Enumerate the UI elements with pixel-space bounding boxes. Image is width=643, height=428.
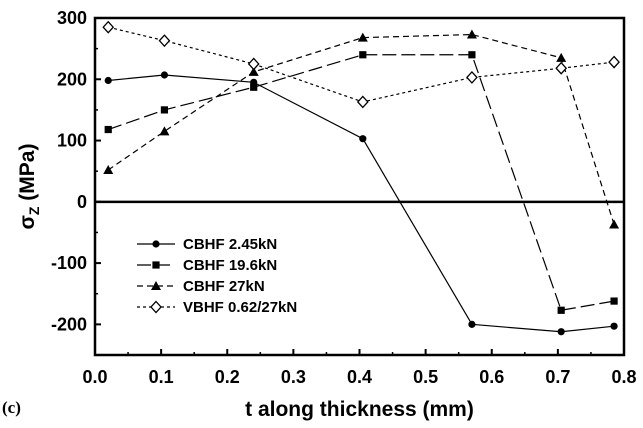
data-point bbox=[608, 55, 620, 69]
data-point bbox=[557, 328, 565, 336]
y-axis-ticks: 300 200 100 0 -100 -200 bbox=[51, 8, 101, 356]
data-point bbox=[250, 83, 258, 91]
series-1 bbox=[104, 71, 618, 336]
series-line bbox=[107, 33, 615, 225]
y-axis-title-subscript: Z bbox=[26, 206, 42, 215]
data-point bbox=[610, 297, 618, 305]
y-axis-title-unit: (MPa) bbox=[16, 144, 39, 207]
x-tick-label: 0.3 bbox=[281, 367, 306, 387]
data-point bbox=[247, 57, 260, 71]
series-3 bbox=[103, 29, 620, 229]
data-point bbox=[159, 126, 170, 136]
y-tick-label: 0 bbox=[77, 192, 87, 212]
x-tick-label: 0.7 bbox=[545, 367, 570, 387]
data-point bbox=[609, 219, 620, 229]
data-point bbox=[359, 135, 367, 143]
legend-marker bbox=[152, 240, 160, 248]
series-2 bbox=[104, 51, 618, 314]
x-tick-label: 0.6 bbox=[479, 367, 504, 387]
legend-marker bbox=[151, 281, 161, 290]
data-point bbox=[555, 61, 568, 75]
data-point bbox=[160, 71, 169, 79]
x-tick-label: 0.5 bbox=[413, 367, 438, 387]
panel-label: (c) bbox=[2, 398, 21, 417]
legend-label: CBHF 27kN bbox=[183, 278, 265, 295]
y-axis-title-symbol: σ bbox=[16, 215, 39, 229]
x-axis-title: t along thickness (mm) bbox=[245, 398, 474, 421]
data-point bbox=[102, 20, 115, 34]
data-point bbox=[160, 106, 169, 114]
data-point bbox=[103, 164, 114, 174]
data-point bbox=[359, 51, 367, 59]
data-point bbox=[356, 95, 369, 109]
data-point bbox=[468, 320, 476, 328]
legend-item: CBHF 19.6kN bbox=[137, 257, 277, 274]
x-tick-label: 0.8 bbox=[611, 367, 636, 387]
legend-label: VBHF 0.62/27kN bbox=[183, 299, 297, 316]
y-tick-label: 100 bbox=[57, 131, 87, 151]
data-point bbox=[610, 322, 618, 330]
plot-border bbox=[93, 16, 626, 357]
data-point bbox=[466, 70, 478, 84]
data-point bbox=[466, 29, 477, 39]
data-point bbox=[104, 125, 112, 134]
legend-item: CBHF 2.45kN bbox=[137, 236, 277, 253]
x-tick-label: 0.1 bbox=[149, 367, 174, 387]
data-point bbox=[158, 34, 171, 48]
x-tick-label: 0.4 bbox=[347, 367, 372, 387]
legend-marker bbox=[150, 300, 162, 314]
data-point bbox=[468, 51, 476, 59]
series-group bbox=[102, 20, 620, 336]
legend-item: CBHF 27kN bbox=[137, 278, 265, 295]
x-tick-label: 0.2 bbox=[215, 367, 240, 387]
legend-item: VBHF 0.62/27kN bbox=[137, 299, 297, 316]
x-tick-label: 0.0 bbox=[82, 367, 107, 387]
legend: CBHF 2.45kN CBHF 19.6kN CBHF 27kN VBHF 0.62… bbox=[137, 236, 297, 316]
series-4 bbox=[102, 20, 620, 109]
plot-frame bbox=[93, 16, 626, 357]
legend-label: CBHF 19.6kN bbox=[183, 257, 277, 274]
y-tick-label: -100 bbox=[51, 253, 87, 273]
y-tick-label: 200 bbox=[57, 69, 87, 89]
y-tick-label: 300 bbox=[57, 8, 87, 28]
legend-label: CBHF 2.45kN bbox=[183, 236, 277, 253]
data-point bbox=[248, 66, 259, 76]
y-tick-label: -200 bbox=[51, 314, 87, 334]
data-point bbox=[104, 76, 112, 85]
data-point bbox=[556, 52, 567, 62]
x-axis-ticks: 0.0 0.1 0.2 0.3 0.4 0.5 0.6 0.7 0.8 bbox=[82, 349, 637, 387]
y-axis-title: σZ (MPa) bbox=[16, 144, 42, 230]
legend-marker bbox=[152, 261, 160, 269]
data-point bbox=[357, 32, 368, 42]
data-point bbox=[557, 306, 565, 314]
